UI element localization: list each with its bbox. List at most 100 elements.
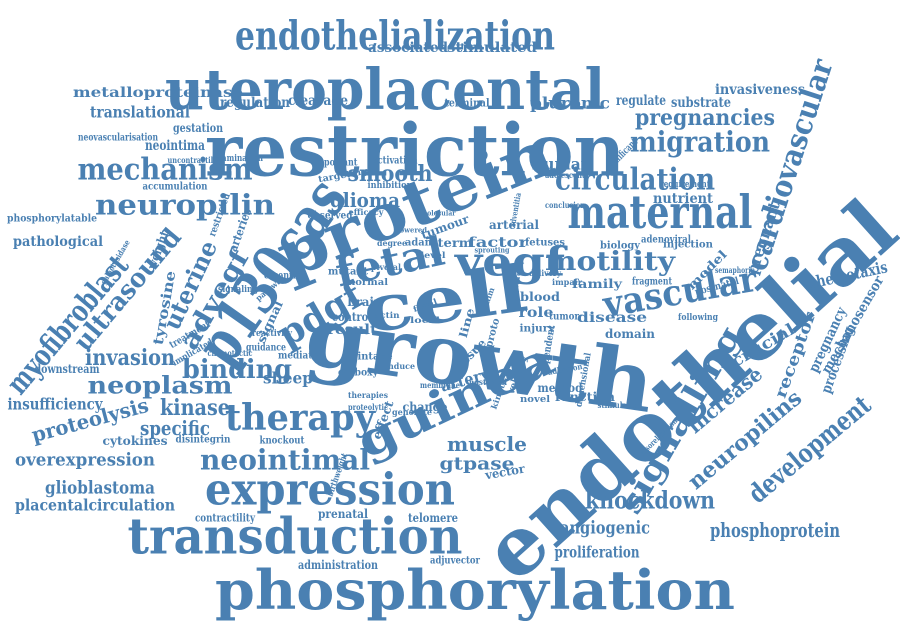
cloud-word: mechanism (78, 153, 253, 188)
cloud-word: neovascularisation (78, 133, 159, 144)
cloud-word: lowered (397, 226, 427, 235)
cloud-word: regulate (616, 93, 666, 109)
cloud-word: nutrient (653, 191, 713, 207)
cloud-word: semaphorin (715, 265, 755, 275)
cloud-word: molecular (421, 209, 456, 218)
cloud-word: cytokines (103, 434, 168, 448)
cloud-word: vegf (454, 239, 568, 286)
cloud-word: term (438, 236, 473, 250)
cloud-word: terminal (445, 97, 490, 110)
cloud-word: knockdown (585, 486, 715, 515)
cloud-word: result (327, 322, 378, 338)
cloud-word: tumor (549, 312, 580, 323)
cloud-word: membrane (420, 380, 460, 390)
cloud-word: disease (577, 310, 647, 326)
cloud-word: requirement (660, 180, 711, 190)
cloud-word: regulation (220, 95, 290, 111)
cloud-word: neointimal (200, 444, 370, 477)
cloud-word: motility (545, 247, 676, 277)
cloud-word: gtpase (440, 454, 515, 475)
cloud-word: disintegrin (176, 435, 232, 446)
cloud-word: mediate (278, 351, 318, 362)
cloud-word: level (421, 250, 446, 260)
cloud-word: proliferation (555, 543, 640, 562)
cloud-word: angiogenic (560, 518, 650, 539)
cloud-word: phosphorylation (215, 558, 735, 622)
cloud-word: administration (298, 558, 378, 572)
cloud-word: chemotactic (208, 348, 253, 358)
cloud-word: following (678, 313, 719, 323)
cloud-word: fetuses (525, 238, 565, 249)
cloud-word: therapy (225, 397, 376, 439)
cloud-word: essential (264, 271, 304, 282)
cloud-word: pathological (13, 234, 103, 250)
cloud-word: novel (520, 395, 551, 405)
cloud-word: role (519, 305, 554, 321)
cloud-word: kinase (160, 395, 230, 421)
cloud-word: injection (663, 240, 714, 251)
cloud-word: pregnancies (635, 105, 775, 131)
cloud-word: pivotal (371, 262, 401, 272)
cloud-word: examination (213, 154, 263, 164)
cloud-word: phosphoprotein (710, 518, 840, 542)
cloud-word: conclusion (545, 200, 585, 210)
cloud-word: phosphorylatable (7, 214, 97, 225)
cloud-word: sprouting (475, 246, 510, 255)
cloud-word: smooth (348, 161, 433, 187)
cloud-word: efficacy (349, 207, 384, 217)
cloud-word: glioma (330, 188, 400, 212)
cloud-word: activation (373, 156, 419, 167)
cloud-word: endothelialization (235, 13, 555, 60)
cloud-word: human (532, 155, 592, 174)
cloud-word: biology (600, 241, 641, 252)
cloud-word: sheep (263, 369, 313, 388)
cloud-word: specific (140, 416, 210, 440)
cloud-word: adenoviral (641, 235, 691, 246)
cloud-word: insufficiency (8, 395, 104, 414)
cloud-word: prenatal (318, 507, 368, 521)
cloud-word: injury (520, 324, 556, 335)
cloud-word: pluronic (530, 94, 610, 113)
cloud-word: downstream (35, 362, 100, 376)
cloud-word: guidance (246, 343, 286, 354)
cloud-word: neoplasm (88, 371, 233, 400)
cloud-word: uteroplacental (165, 57, 605, 123)
cloud-word: knockout (260, 436, 305, 447)
cloud-word: cleavage (288, 93, 348, 109)
cloud-word: change (403, 400, 448, 414)
cloud-word: impair (552, 277, 583, 287)
cloud-word: local (410, 315, 440, 325)
cloud-word: glioblastoma (45, 478, 155, 499)
cloud-word: restriction (205, 108, 625, 193)
cloud-word: fragment (632, 277, 672, 288)
cloud-word: expression (205, 465, 455, 516)
cloud-word: family (572, 277, 623, 291)
cloud-word: stimulation (598, 400, 643, 410)
cloud-word: overexpression (15, 450, 155, 471)
cloud-word: transduction (128, 507, 463, 566)
cloud-word: invasion (85, 345, 175, 371)
cloud-word: migration (630, 126, 770, 159)
cloud-word: observed (308, 211, 353, 222)
cloud-word: degree (377, 238, 407, 248)
cloud-word: method (538, 381, 584, 395)
cloud-word: proteolytic (348, 402, 388, 412)
cloud-word: associated (368, 40, 448, 56)
cloud-word: neointima (145, 138, 205, 154)
cloud-word: intake (358, 352, 393, 363)
cloud-word: binding (182, 355, 292, 385)
cloud-word: control (332, 310, 372, 324)
cloud-word: important (313, 158, 358, 169)
cloud-word: reactivity (252, 329, 293, 339)
cloud-word: invasiveness (715, 82, 805, 98)
cloud-word: domain (605, 327, 655, 341)
cloud-word: translational (90, 103, 190, 122)
cloud-word: adolescent (545, 170, 585, 180)
cloud-word: adjuvector (430, 556, 481, 567)
cloud-word: substrate (671, 95, 731, 111)
cloud-word: induce (385, 361, 415, 371)
cloud-word: gestation (173, 121, 223, 135)
cloud-word: metalloproteinase (73, 85, 243, 101)
